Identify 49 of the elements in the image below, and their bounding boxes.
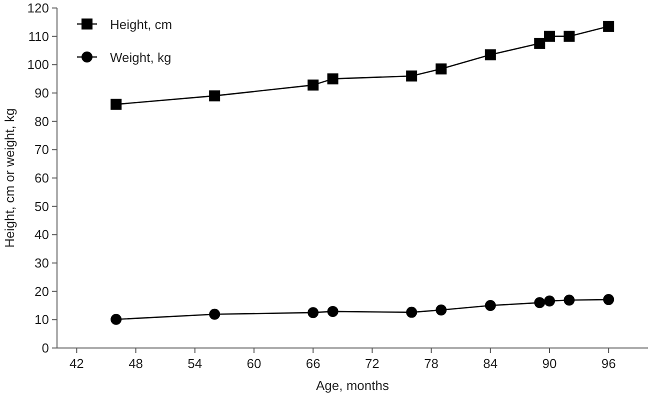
point: [327, 73, 338, 84]
point: [534, 38, 546, 49]
y-tick-label: 70: [34, 142, 49, 158]
point: [484, 300, 496, 311]
y-tick-label: 20: [34, 284, 49, 299]
y-tick-label: 60: [34, 170, 49, 186]
y-axis-title: Height, cm or weight, kg: [2, 108, 17, 248]
x-tick-label: 48: [128, 356, 144, 371]
x-tick-label: 90: [542, 356, 557, 371]
legend-label: Height, cm: [110, 17, 172, 32]
x-tick-label: 96: [601, 356, 616, 371]
point: [406, 306, 418, 318]
y-tick-label: 50: [34, 198, 49, 214]
y-tick-label: 90: [34, 86, 49, 100]
x-axis-title: Age, months: [316, 378, 390, 393]
x-tick-label: 72: [364, 356, 380, 371]
point: [484, 49, 496, 60]
x-tick-label: 84: [483, 356, 498, 371]
point: [544, 30, 555, 42]
y-tick-label: 40: [34, 227, 49, 242]
point: [603, 294, 614, 306]
y-tick-label: 30: [34, 256, 49, 270]
point: [564, 30, 575, 42]
x-tick-label: 42: [69, 356, 84, 371]
x-tick-label: 60: [246, 356, 262, 371]
y-tick-label: 120: [27, 0, 49, 16]
point: [110, 98, 122, 110]
x-tick-label: 78: [424, 356, 439, 371]
point: [327, 306, 338, 317]
point: [406, 70, 418, 82]
y-tick-label: 0: [42, 340, 49, 356]
y-tick-label: 100: [27, 57, 49, 72]
point: [209, 90, 220, 102]
point: [209, 308, 220, 320]
point: [603, 20, 614, 32]
x-tick-label: 54: [188, 356, 202, 371]
point: [544, 295, 555, 306]
y-tick-label: 110: [28, 28, 49, 44]
point: [308, 307, 319, 318]
x-tick-label: 66: [306, 356, 320, 371]
point: [308, 80, 319, 91]
point: [436, 63, 447, 74]
y-tick-label: 10: [34, 312, 49, 328]
legend-label: Weight, kg: [110, 50, 172, 65]
y-tick-label: 80: [34, 114, 49, 129]
point: [564, 294, 575, 306]
point: [436, 304, 447, 316]
point: [110, 314, 122, 325]
point: [534, 297, 546, 308]
